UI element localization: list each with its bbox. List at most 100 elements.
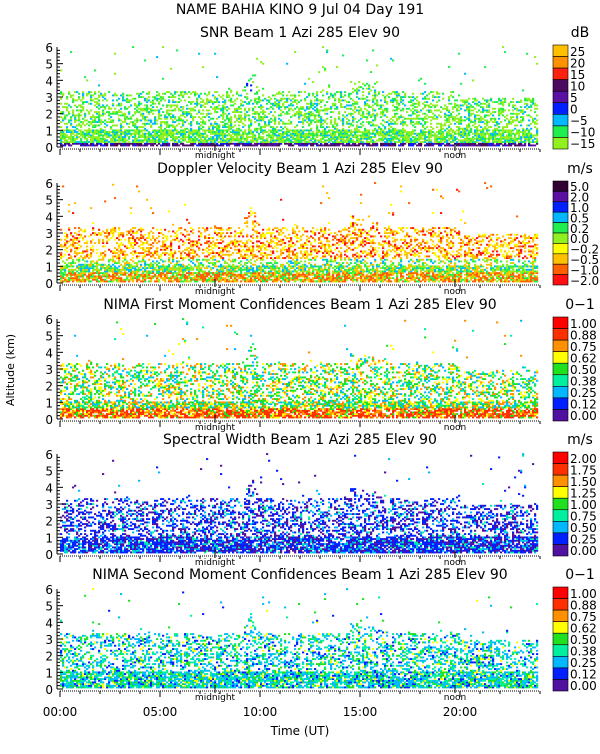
heatmap-cell [312,104,314,106]
heatmap-cell [482,98,484,100]
heatmap-cell [266,108,268,110]
heatmap-cell [468,116,470,118]
heatmap-cell [290,116,292,118]
heatmap-cell [274,133,276,135]
heatmap-cell [114,93,116,95]
heatmap-cell [214,134,216,136]
heatmap-cell [126,139,128,141]
heatmap-cell [534,111,536,113]
heatmap-cell [72,245,74,247]
heatmap-cell [476,134,478,136]
heatmap-cell [84,116,86,118]
heatmap-cell [260,138,262,140]
heatmap-cell [304,141,306,143]
heatmap-cell [352,103,354,105]
heatmap-cell [132,260,134,262]
heatmap-cell [466,101,468,103]
heatmap-cell [478,114,480,116]
heatmap-cell [372,131,374,133]
heatmap-cell [330,139,332,141]
heatmap-cell [120,239,122,241]
heatmap-cell [200,98,202,100]
heatmap-cell [106,269,108,271]
heatmap-cell [124,274,126,276]
heatmap-cell [240,139,242,141]
heatmap-cell [108,232,110,234]
heatmap-cell [240,138,242,140]
heatmap-cell [72,143,74,145]
heatmap-cell [374,94,376,96]
heatmap-cell [130,252,132,254]
heatmap-cell [250,84,252,86]
heatmap-cell [440,138,442,140]
heatmap-cell [240,94,242,96]
heatmap-cell [410,104,412,106]
heatmap-cell [402,144,404,146]
heatmap-cell [88,279,90,281]
heatmap-cell [318,119,320,121]
heatmap-cell [530,123,532,125]
heatmap-cell [134,124,136,126]
heatmap-cell [248,114,250,116]
heatmap-cell [478,133,480,135]
heatmap-cell [334,141,336,143]
heatmap-cell [400,101,402,103]
heatmap-cell [60,244,62,246]
heatmap-cell [66,279,68,281]
heatmap-cell [134,269,136,271]
heatmap-cell [130,270,132,272]
heatmap-cell [284,108,286,110]
heatmap-cell [414,141,416,143]
heatmap-cell [374,89,376,91]
heatmap-cell [372,136,374,138]
heatmap-cell [396,94,398,96]
heatmap-cell [142,280,144,282]
heatmap-cell [236,134,238,136]
heatmap-cell [534,123,536,125]
heatmap-cell [78,129,80,131]
heatmap-cell [452,134,454,136]
heatmap-cell [400,141,402,143]
heatmap-cell [350,114,352,116]
heatmap-cell [308,139,310,141]
heatmap-cell [72,262,74,264]
heatmap-cell [338,134,340,136]
heatmap-cell [314,96,316,98]
heatmap-cell [466,124,468,126]
heatmap-cell [278,101,280,103]
heatmap-cell [512,116,514,118]
heatmap-cell [132,275,134,277]
heatmap-cell [346,136,348,138]
heatmap-cell [516,119,518,121]
heatmap-cell [404,139,406,141]
heatmap-cell [158,136,160,138]
heatmap-cell [440,106,442,108]
heatmap-cell [342,144,344,146]
heatmap-cell [462,99,464,101]
heatmap-cell [286,129,288,131]
heatmap-cell [312,114,314,116]
heatmap-cell [376,81,378,83]
heatmap-cell [216,123,218,125]
heatmap-cell [386,103,388,105]
heatmap-cell [140,234,142,236]
heatmap-cell [318,71,320,73]
heatmap-cell [190,109,192,111]
colorbar-swatch [553,103,568,115]
heatmap-cell [198,143,200,145]
heatmap-cell [290,143,292,145]
heatmap-cell [174,101,176,103]
heatmap-cell [314,141,316,143]
heatmap-cell [70,134,72,136]
heatmap-cell [466,99,468,101]
heatmap-cell [136,185,138,187]
heatmap-cell [66,129,68,131]
heatmap-cell [74,116,76,118]
heatmap-cell [112,143,114,145]
heatmap-cell [158,129,160,131]
heatmap-cell [524,98,526,100]
heatmap-cell [198,128,200,130]
heatmap-cell [446,114,448,116]
heatmap-cell [190,121,192,123]
heatmap-cell [110,232,112,234]
